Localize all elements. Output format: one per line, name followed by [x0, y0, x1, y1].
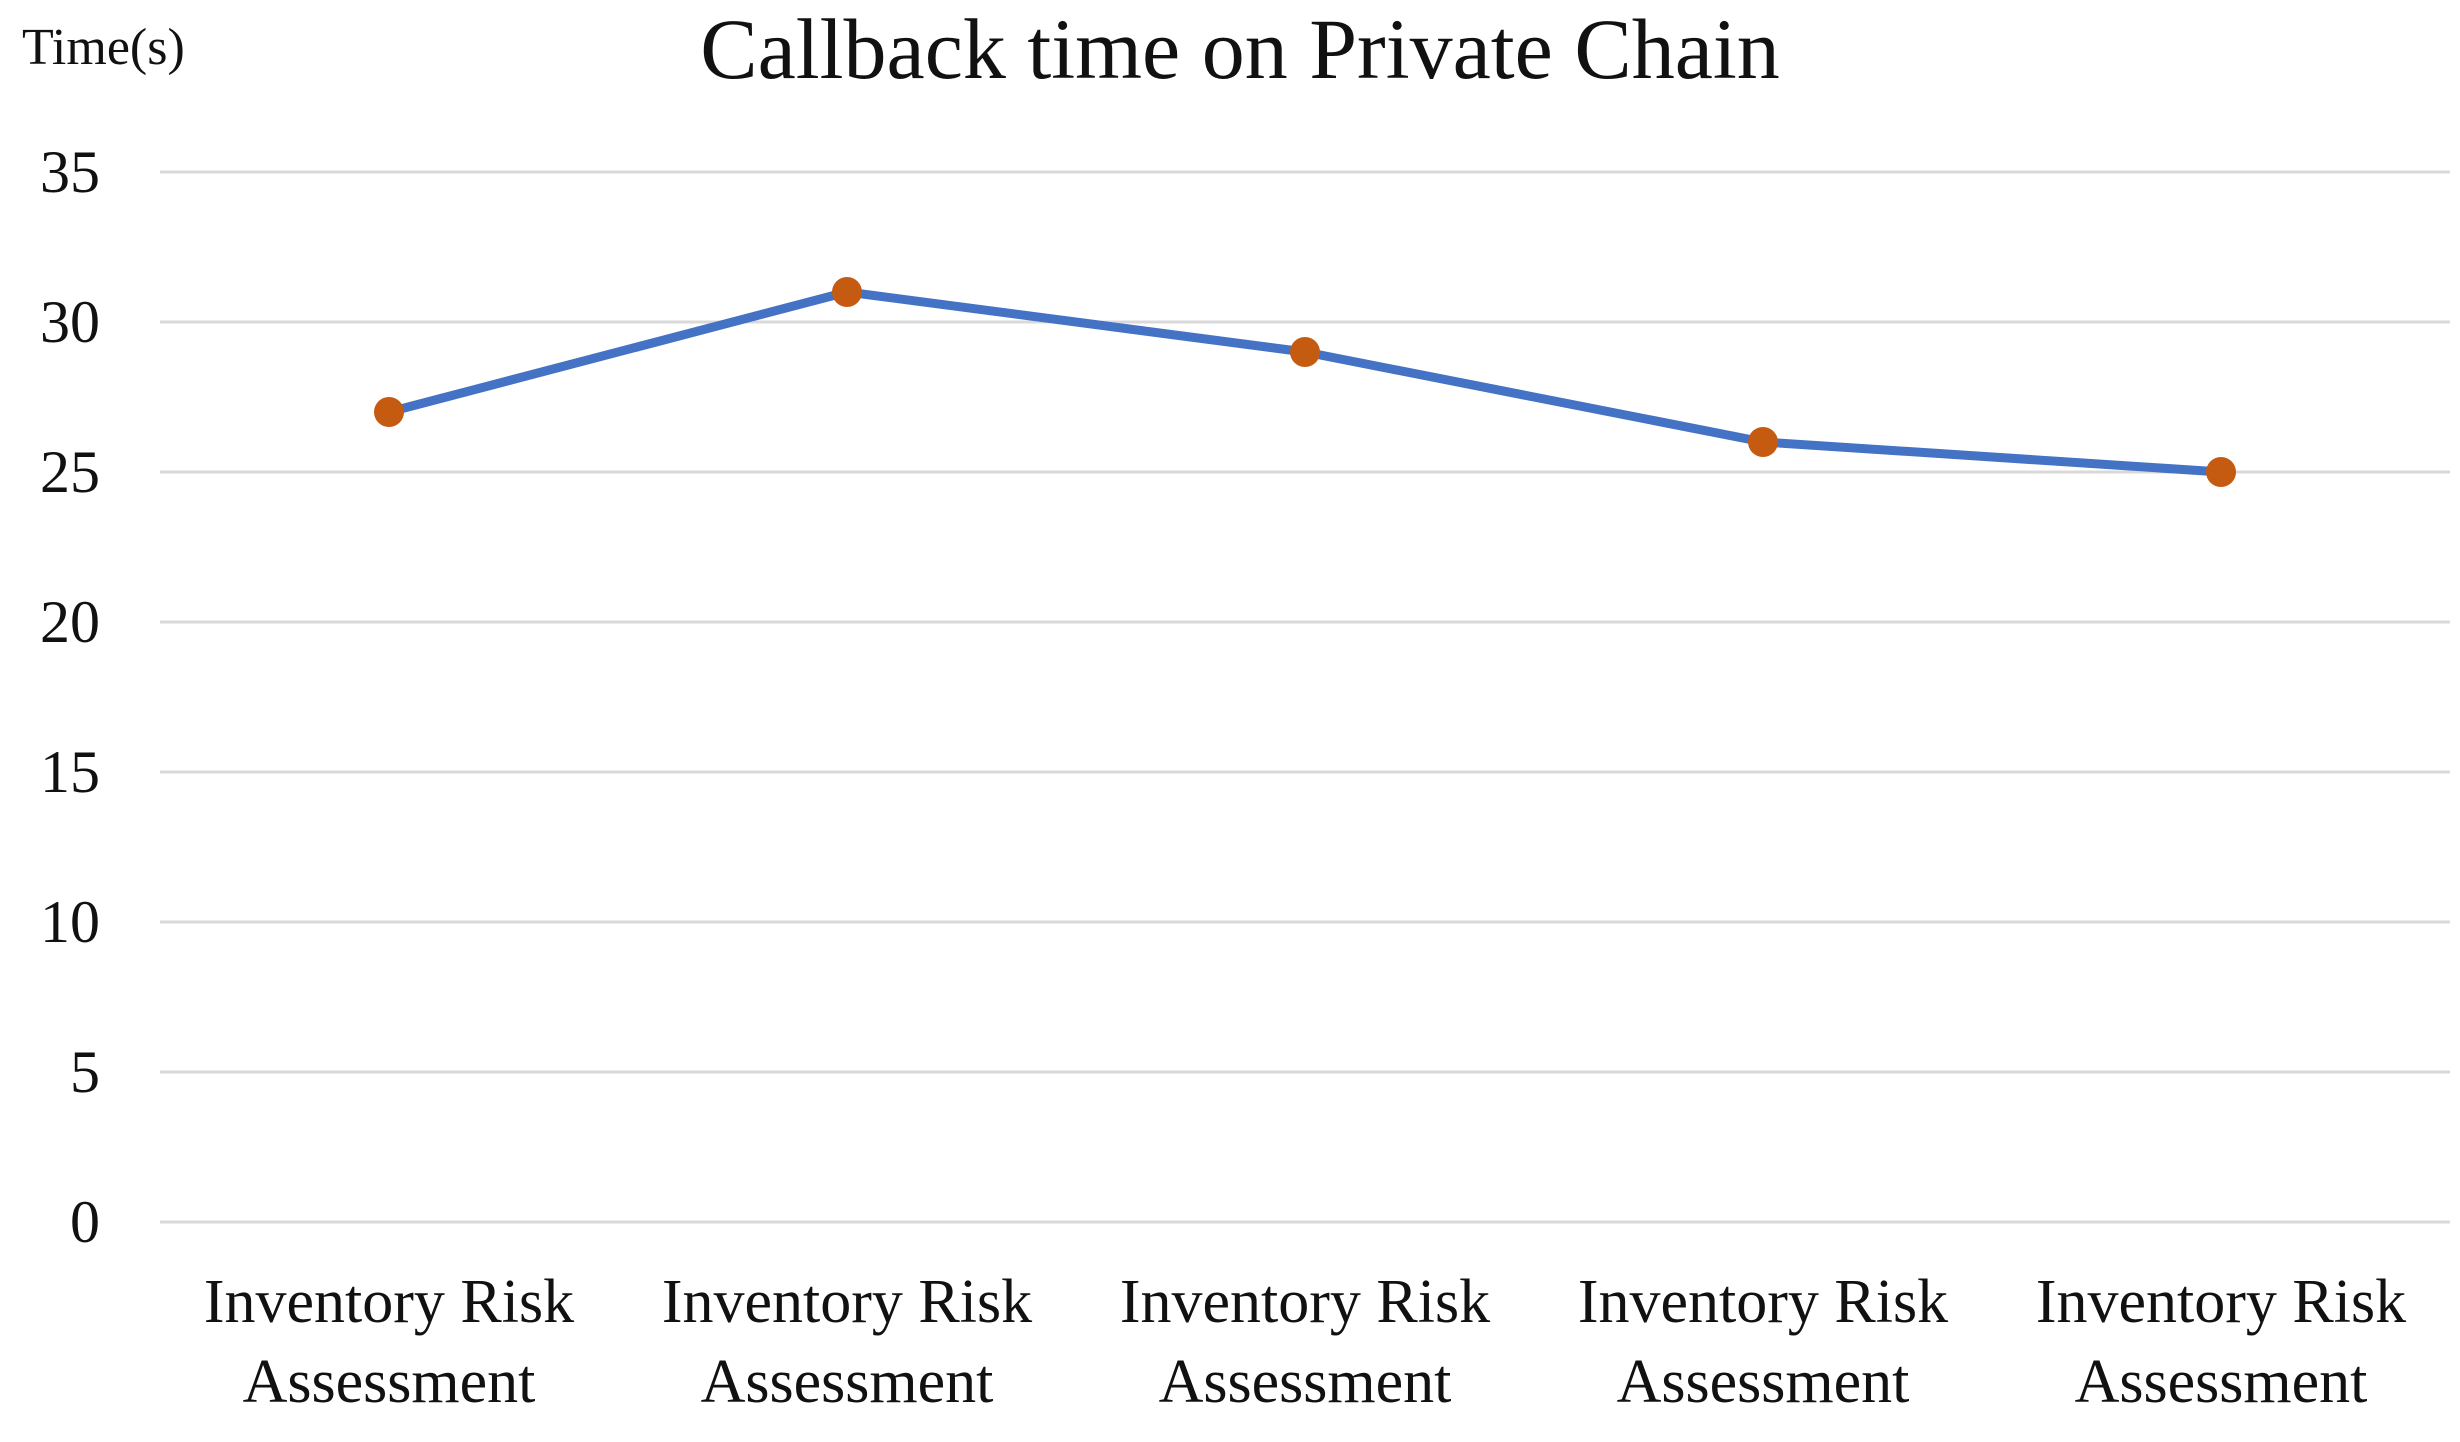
y-tick-label: 5 — [70, 1039, 100, 1105]
chart-title: Callback time on Private Chain — [700, 1, 1780, 97]
y-tick-label: 15 — [40, 739, 100, 805]
y-axis-label: Time(s) — [22, 19, 185, 76]
data-point — [374, 397, 404, 427]
gridlines — [160, 170, 2450, 1224]
x-tick-label: Assessment — [243, 1348, 536, 1416]
x-tick-label: Inventory Risk — [204, 1268, 574, 1336]
data-point — [1290, 337, 1320, 367]
data-point — [2206, 457, 2236, 487]
x-tick-label: Inventory Risk — [1578, 1268, 1948, 1336]
series-line — [384, 287, 2226, 477]
y-tick-label: 35 — [40, 139, 100, 205]
x-tick-label: Assessment — [1159, 1348, 1452, 1416]
y-axis-ticks: 0 5 10 15 20 25 30 35 — [40, 139, 100, 1255]
x-tick-label: Inventory Risk — [1120, 1268, 1490, 1336]
x-tick-label: Assessment — [1617, 1348, 1910, 1416]
y-tick-label: 10 — [40, 889, 100, 955]
x-tick-label: Assessment — [701, 1348, 994, 1416]
series — [374, 277, 2236, 487]
x-tick-label: Inventory Risk — [2036, 1268, 2406, 1336]
x-axis-ticks: Inventory Risk Assessment Inventory Risk As… — [204, 1268, 2406, 1416]
x-tick-label: Assessment — [2075, 1348, 2368, 1416]
y-tick-label: 30 — [40, 289, 100, 355]
data-point — [1748, 427, 1778, 457]
y-tick-label: 25 — [40, 439, 100, 505]
data-point — [832, 277, 862, 307]
y-tick-label: 20 — [40, 589, 100, 655]
x-tick-label: Inventory Risk — [662, 1268, 1032, 1336]
y-tick-label: 0 — [70, 1189, 100, 1255]
